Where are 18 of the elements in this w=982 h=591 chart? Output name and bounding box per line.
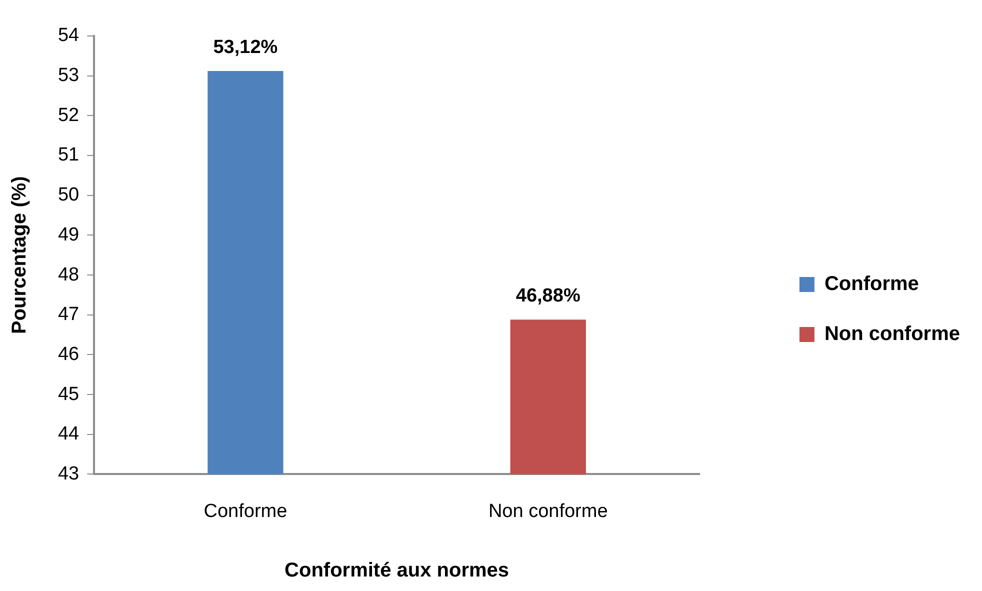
y-tick-label: 45 xyxy=(58,384,80,405)
y-tick-label: 49 xyxy=(58,224,80,246)
legend-label: Conforme xyxy=(824,273,919,296)
y-tick-label: 46 xyxy=(58,344,80,365)
y-tick-label: 52 xyxy=(58,104,80,126)
y-tick-label: 53 xyxy=(58,65,80,86)
y-tick-label: 43 xyxy=(58,463,80,484)
data-label: 46,88% xyxy=(516,285,580,306)
y-tick-label: 44 xyxy=(58,424,80,445)
y-axis-title: Pourcentage (%) xyxy=(8,176,31,334)
y-tick-label: 50 xyxy=(58,184,80,206)
x-axis-title: Conformité aux normes xyxy=(284,560,510,582)
y-tick-label: 51 xyxy=(58,144,80,166)
y-tick-label: 47 xyxy=(58,304,80,326)
data-label: 53,12% xyxy=(213,36,278,58)
y-tick-label: 54 xyxy=(58,25,80,46)
legend-label: Non conforme xyxy=(824,323,960,346)
y-tick-label: 48 xyxy=(58,264,80,286)
